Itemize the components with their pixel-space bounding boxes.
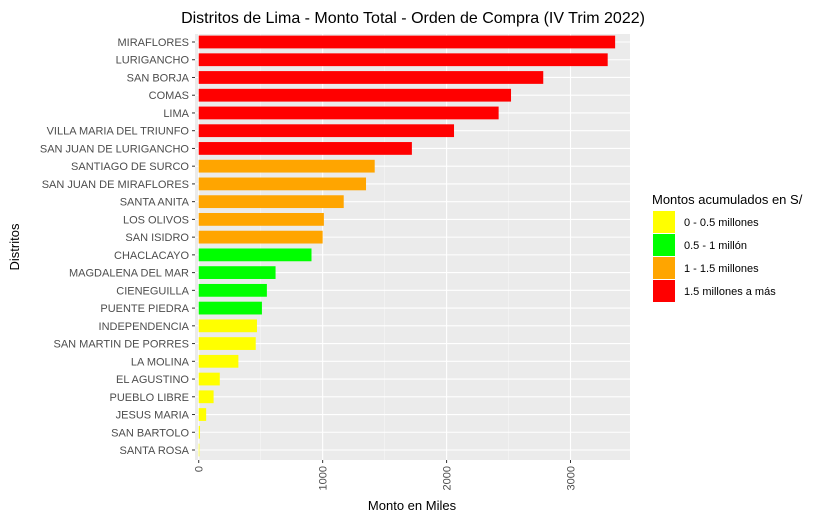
bar [198, 88, 512, 102]
bars [198, 35, 616, 457]
bar [198, 248, 312, 262]
bar [198, 390, 214, 404]
y-tick-label: SAN JUAN DE MIRAFLORES [42, 179, 189, 191]
bar [198, 301, 262, 315]
legend-swatch [653, 280, 675, 302]
y-tick-label: SANTA ROSA [120, 445, 190, 457]
y-tick-label: JESUS MARIA [116, 410, 190, 422]
y-tick-label: SANTA ANITA [120, 197, 190, 209]
x-tick-label: 2000 [442, 466, 454, 490]
chart-title: Distritos de Lima - Monto Total - Orden … [181, 10, 645, 27]
x-axis-title: Monto en Miles [368, 498, 457, 513]
plot-panel [195, 34, 630, 460]
bar [198, 266, 276, 279]
bar [198, 230, 323, 244]
y-tick-label: PUENTE PIEDRA [100, 303, 189, 315]
bar [198, 443, 200, 457]
y-tick-label: MIRAFLORES [117, 37, 189, 49]
minor-gridlines [260, 34, 509, 460]
x-tick-label: 3000 [566, 466, 578, 490]
bar [198, 195, 344, 209]
y-tick-label: PUEBLO LIBRE [110, 392, 189, 404]
y-tick-label: LOS OLIVOS [123, 214, 189, 226]
bar [198, 35, 616, 49]
bar [198, 425, 200, 439]
y-tick-label: CHACLACAYO [114, 250, 189, 262]
bar [198, 71, 544, 84]
y-tick-label: SAN ISIDRO [125, 232, 189, 244]
y-tick-label: INDEPENDENCIA [99, 321, 190, 333]
y-tick-label: CIENEGUILLA [116, 285, 189, 297]
legend: Montos acumulados en S/ 0 - 0.5 millones… [652, 192, 803, 302]
x-axis-tick-labels: 0 1000 2000 3000 [194, 460, 578, 490]
legend-label: 1 - 1.5 millones [684, 263, 759, 275]
legend-label: 1.5 millones a más [684, 286, 776, 298]
bar [198, 337, 256, 350]
legend-label: 0.5 - 1 millón [684, 240, 747, 252]
y-axis-tick-labels: MIRAFLORES LURIGANCHO SAN BORJA COMAS LIMA VI… [40, 37, 195, 457]
legend-swatch [653, 234, 675, 256]
y-axis-title: Distritos [7, 223, 22, 270]
bar [198, 372, 220, 386]
bar [198, 408, 207, 421]
bar [198, 142, 412, 155]
bar [198, 106, 499, 120]
bar [198, 319, 257, 333]
y-tick-label: MAGDALENA DEL MAR [69, 268, 189, 280]
bar [198, 354, 239, 368]
y-tick-label: SAN JUAN DE LURIGANCHO [40, 143, 190, 155]
y-tick-label: EL AGUSTINO [116, 374, 189, 386]
bar [198, 159, 375, 173]
bar [198, 283, 267, 297]
y-tick-label: SAN BARTOLO [111, 427, 189, 439]
y-tick-label: LIMA [163, 108, 189, 120]
y-tick-label: SANTIAGO DE SURCO [71, 161, 189, 173]
y-tick-label: SAN MARTIN DE PORRES [54, 339, 190, 351]
y-tick-label: COMAS [149, 90, 189, 102]
legend-swatch [653, 211, 675, 233]
bar [198, 177, 367, 191]
y-tick-label: SAN BORJA [127, 72, 190, 84]
y-tick-label: VILLA MARIA DEL TRIUNFO [47, 126, 190, 138]
legend-title: Montos acumulados en S/ [652, 192, 803, 207]
bar [198, 53, 608, 67]
y-tick-label: LURIGANCHO [116, 55, 190, 67]
bar [198, 124, 455, 138]
y-tick-label: LA MOLINA [131, 356, 190, 368]
bar [198, 213, 324, 226]
legend-swatch [653, 257, 675, 279]
x-tick-label: 0 [194, 466, 206, 472]
x-tick-label: 1000 [318, 466, 330, 490]
legend-label: 0 - 0.5 millones [684, 217, 759, 229]
